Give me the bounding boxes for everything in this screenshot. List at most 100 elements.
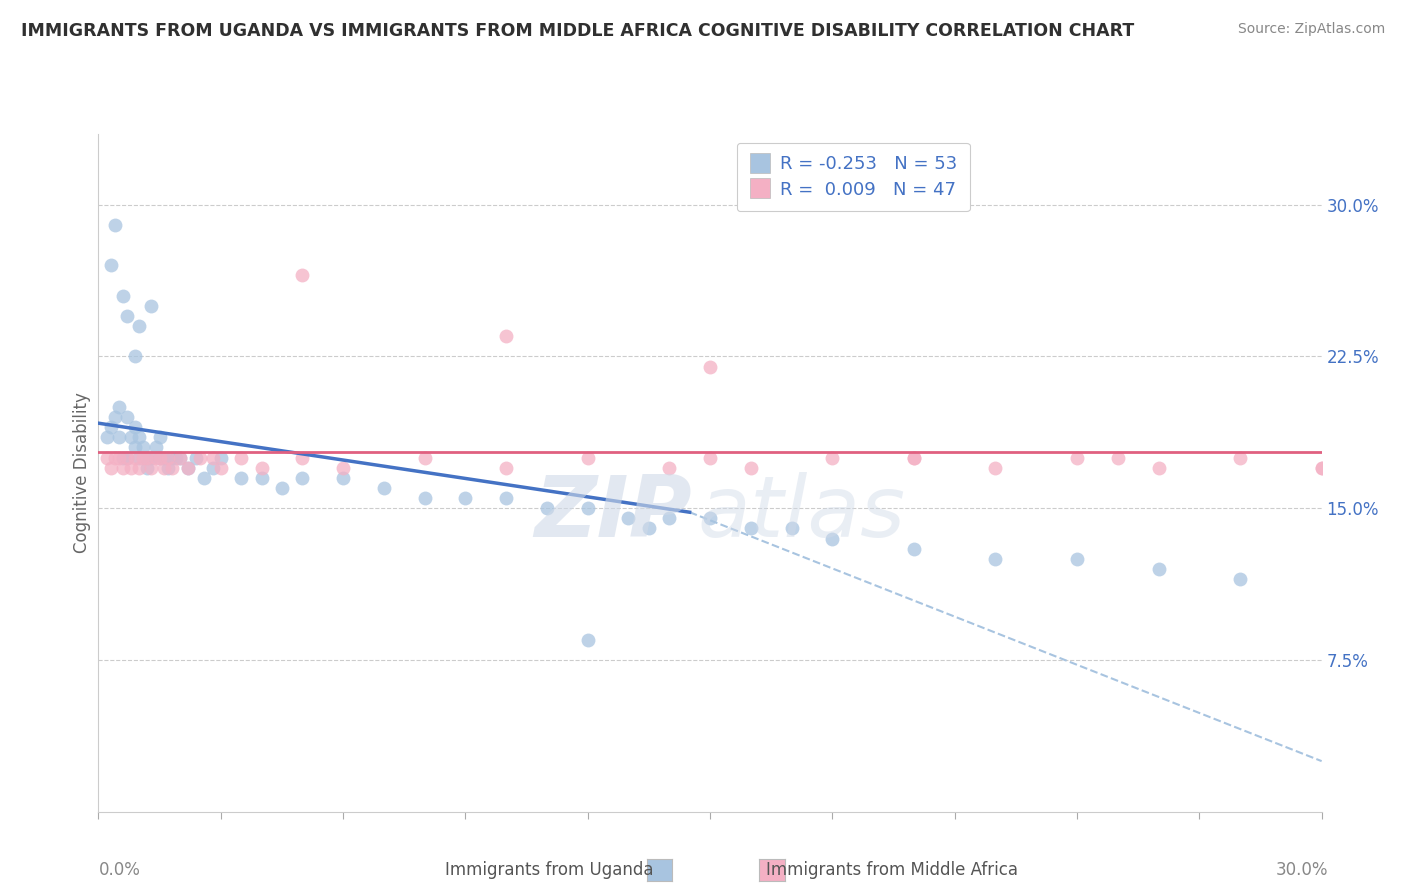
Point <box>270 481 294 495</box>
Point <box>100 420 122 434</box>
Point <box>536 501 558 516</box>
Point <box>821 532 844 546</box>
Point <box>165 450 187 465</box>
Point <box>201 460 224 475</box>
Point <box>291 450 314 465</box>
Point <box>699 511 721 525</box>
Point <box>186 450 208 465</box>
Point <box>115 410 138 425</box>
Point <box>145 450 167 465</box>
Point <box>104 410 127 425</box>
Point <box>104 450 127 465</box>
Point <box>373 481 395 495</box>
Text: Source: ZipAtlas.com: Source: ZipAtlas.com <box>1237 22 1385 37</box>
Point <box>169 450 191 465</box>
Point <box>108 430 131 444</box>
Point <box>160 460 183 475</box>
Point <box>209 460 232 475</box>
Point <box>576 501 599 516</box>
Point <box>111 460 134 475</box>
Point <box>903 450 925 465</box>
Point <box>1107 450 1129 465</box>
Point <box>96 450 118 465</box>
Point <box>984 460 1007 475</box>
Point <box>903 541 925 556</box>
Point <box>495 460 517 475</box>
Point <box>250 460 273 475</box>
Point <box>169 450 191 465</box>
Point <box>454 491 477 505</box>
Point <box>120 460 142 475</box>
Point <box>1066 551 1088 566</box>
Point <box>145 441 167 455</box>
Point <box>1310 460 1333 475</box>
Point <box>984 551 1007 566</box>
Point <box>903 450 925 465</box>
Point <box>128 430 150 444</box>
Point <box>136 450 159 465</box>
Point <box>576 450 599 465</box>
Text: atlas: atlas <box>697 472 905 555</box>
Point <box>115 450 138 465</box>
Point <box>780 521 803 535</box>
Point <box>413 450 436 465</box>
Point <box>136 450 159 465</box>
Point <box>188 450 212 465</box>
Text: 0.0%: 0.0% <box>98 861 141 879</box>
Point <box>149 450 172 465</box>
Point <box>108 450 131 465</box>
Point <box>495 491 517 505</box>
Point <box>177 460 200 475</box>
Point <box>152 450 174 465</box>
Point <box>108 400 131 414</box>
Text: 30.0%: 30.0% <box>1277 861 1329 879</box>
Point <box>141 460 163 475</box>
Legend: R = -0.253   N = 53, R =  0.009   N = 47: R = -0.253 N = 53, R = 0.009 N = 47 <box>737 143 970 211</box>
Point <box>193 471 215 485</box>
Point <box>160 450 183 465</box>
Point <box>141 299 163 313</box>
Point <box>699 450 721 465</box>
Point <box>120 430 142 444</box>
Point <box>1147 562 1170 576</box>
Point <box>617 511 640 525</box>
Point <box>658 460 681 475</box>
Point <box>250 471 273 485</box>
Point <box>128 460 150 475</box>
Point <box>332 471 354 485</box>
Point <box>1310 460 1333 475</box>
Point <box>111 288 134 302</box>
Point <box>132 441 155 455</box>
Point <box>231 450 253 465</box>
Point <box>658 511 681 525</box>
Point <box>132 450 155 465</box>
Point <box>1229 572 1251 586</box>
Point <box>124 450 146 465</box>
Point <box>156 450 179 465</box>
Point <box>136 460 159 475</box>
Point <box>495 329 517 343</box>
Point <box>1351 450 1374 465</box>
Point <box>1229 450 1251 465</box>
Text: ZIP: ZIP <box>534 472 692 555</box>
Point <box>96 430 118 444</box>
Point <box>291 268 314 283</box>
Point <box>124 441 146 455</box>
Point <box>638 521 661 535</box>
Text: Immigrants from Uganda: Immigrants from Uganda <box>446 861 654 879</box>
Point <box>332 460 354 475</box>
Point <box>699 359 721 374</box>
Point <box>100 258 122 272</box>
Point <box>149 430 172 444</box>
Point <box>141 450 163 465</box>
Point <box>576 632 599 647</box>
Point <box>201 450 224 465</box>
Point <box>1147 460 1170 475</box>
Point <box>821 450 844 465</box>
Point <box>231 471 253 485</box>
Point <box>124 420 146 434</box>
Point <box>291 471 314 485</box>
Point <box>413 491 436 505</box>
Point <box>128 319 150 334</box>
Point <box>152 460 174 475</box>
